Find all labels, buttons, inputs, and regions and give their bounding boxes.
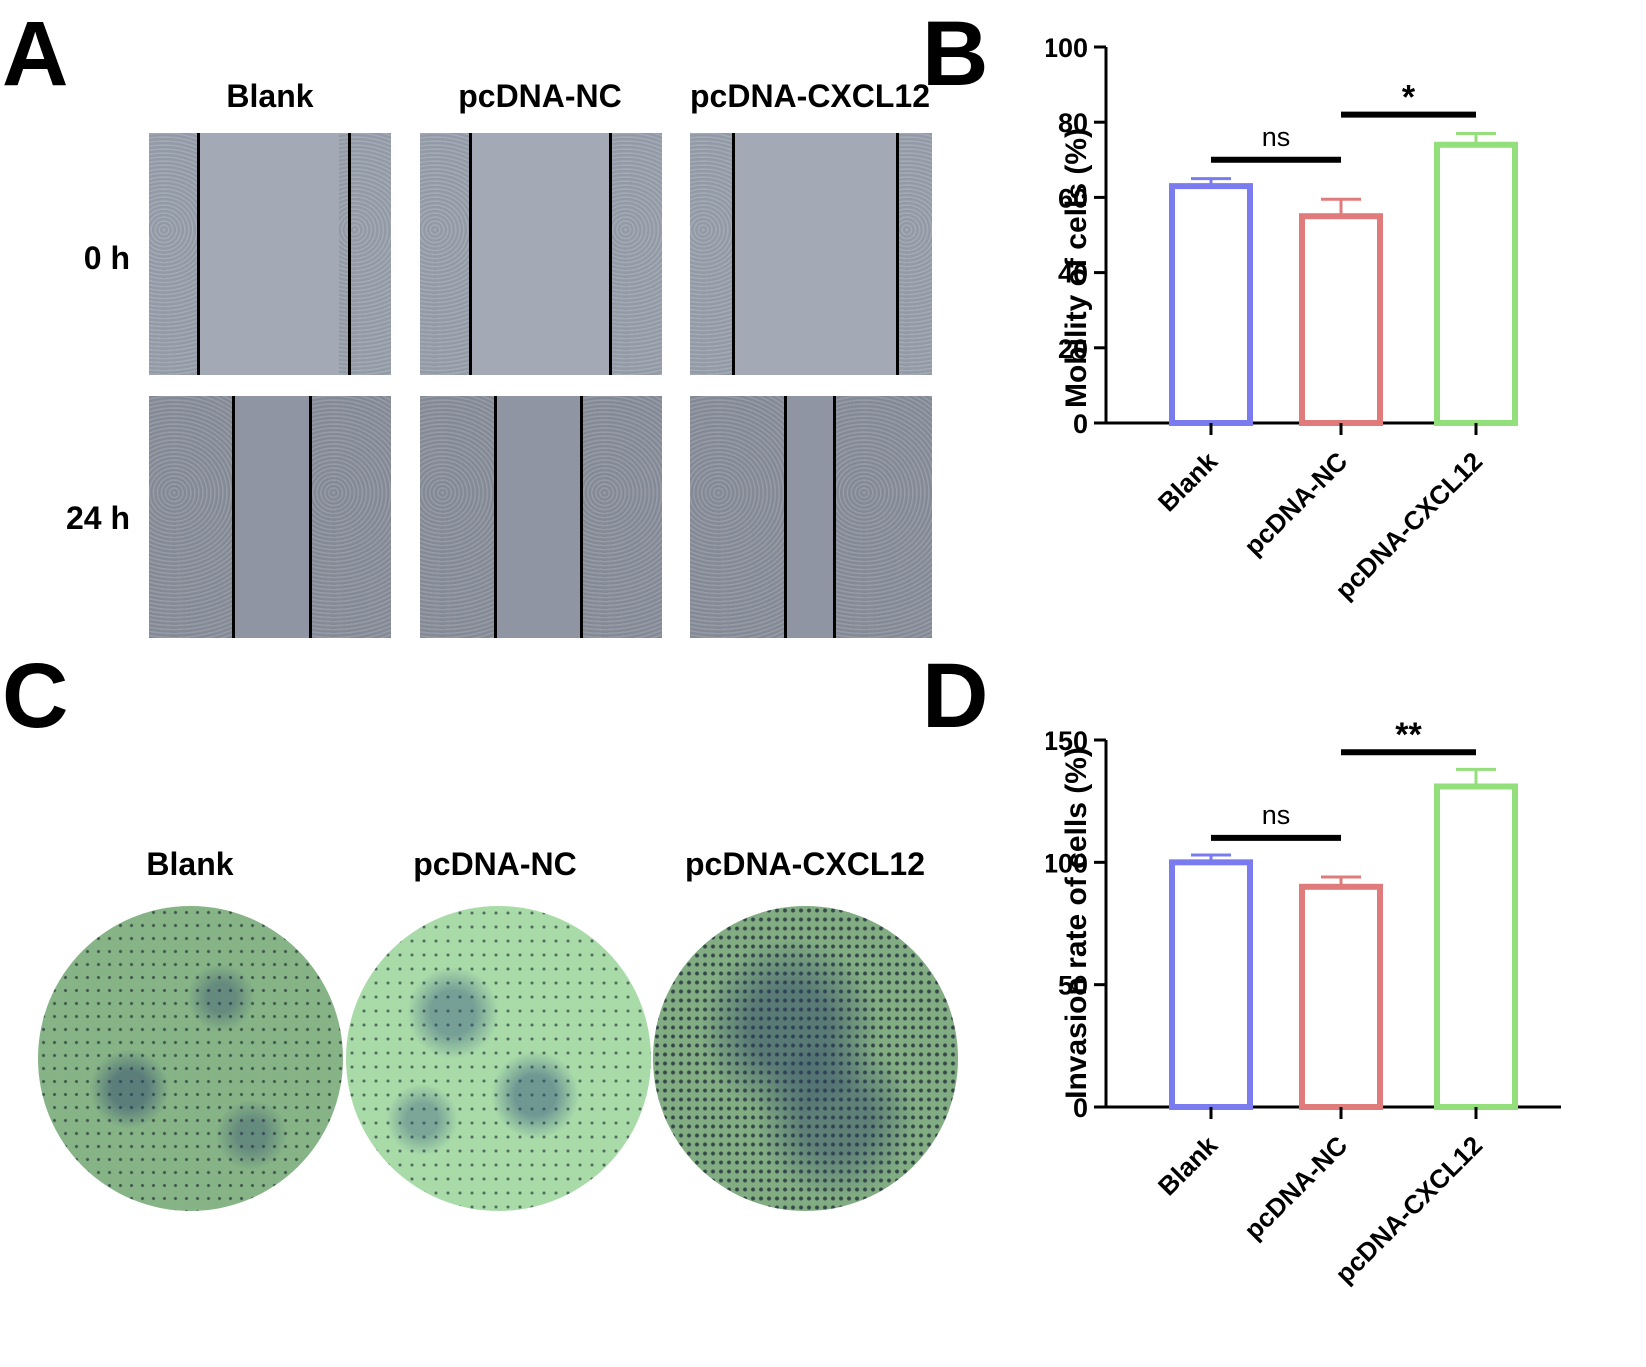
chart-d: Invasion rate of cells (%) 0 50 100 150 ns *…	[1046, 716, 1561, 1289]
panel-letter-b: B	[922, 3, 989, 105]
chart-b-ytick-label: 80	[1058, 108, 1088, 138]
chart-d-ylabel: Invasion rate of cells (%)	[1060, 747, 1093, 1099]
chart-b-ytick-label: 60	[1058, 183, 1088, 213]
chart-b-bar	[1434, 141, 1518, 426]
panel-a-column-label-blank: Blank	[226, 78, 314, 114]
wound-image-blank-0h	[149, 133, 391, 375]
panel-letter-c: C	[2, 645, 69, 747]
chart-d-xtick-label: pcDNA-NC	[1238, 1130, 1353, 1245]
chart-d-significance-label: ns	[1262, 800, 1291, 830]
panel-c-column-label-pcdna-nc: pcDNA-NC	[413, 846, 577, 882]
chart-b-significance-label: *	[1402, 79, 1416, 117]
chart-b-xtick-label: pcDNA-CXCL12	[1329, 446, 1488, 605]
panel-letter-a: A	[2, 3, 69, 105]
chart-b-ytick-label: 40	[1058, 259, 1088, 289]
chart-d-bar	[1299, 883, 1383, 1110]
wound-image-pcdna-cxcl12-0h	[690, 133, 932, 375]
wound-image-pcdna-nc-0h	[420, 133, 662, 375]
chart-b-xtick-label: pcDNA-NC	[1238, 446, 1353, 561]
transwell-image-pcdna-nc	[346, 906, 651, 1211]
chart-b-bar	[1299, 213, 1383, 426]
chart-b-ylabel: Mobility of cells (%)	[1060, 128, 1093, 408]
chart-b-ytick-label: 100	[1046, 33, 1088, 63]
chart-b-ytick-label: 20	[1058, 334, 1088, 364]
panel-a-column-label-pcdna-nc: pcDNA-NC	[458, 78, 622, 114]
chart-d-ytick-label: 150	[1046, 726, 1088, 756]
chart-d-ytick-label: 0	[1073, 1093, 1088, 1123]
chart-d-ytick-label: 50	[1058, 971, 1088, 1001]
chart-d-significance-label: **	[1395, 716, 1422, 754]
chart-d-bar	[1169, 859, 1253, 1110]
transwell-image-blank	[38, 906, 343, 1211]
chart-b-bar	[1169, 183, 1253, 426]
panel-a-row-label-0h: 0 h	[83, 240, 130, 276]
wound-image-blank-24h	[149, 396, 391, 638]
panel-a-row-label-24h: 24 h	[65, 500, 130, 536]
chart-d-xtick-label: pcDNA-CXCL12	[1329, 1130, 1488, 1289]
wound-image-pcdna-nc-24h	[420, 396, 662, 638]
panel-c-column-label-pcdna-cxcl12: pcDNA-CXCL12	[684, 846, 926, 882]
chart-d-xtick-label: Blank	[1152, 1130, 1224, 1202]
wound-image-pcdna-cxcl12-24h	[690, 396, 932, 638]
panel-letter-d: D	[922, 645, 989, 747]
chart-d-ytick-label: 100	[1046, 848, 1088, 878]
panel-c-column-label-blank: Blank	[146, 846, 234, 882]
chart-b-ytick-label: 0	[1073, 409, 1088, 439]
chart-b-xtick-label: Blank	[1152, 446, 1224, 518]
chart-d-bar	[1434, 783, 1518, 1110]
transwell-image-pcdna-cxcl12	[653, 906, 958, 1211]
chart-b: Mobility of cells (%) 0 20 40 60 80 100 ns * B…	[1046, 33, 1518, 605]
chart-b-significance-label: ns	[1262, 122, 1291, 152]
panel-a-column-label-pcdna-cxcl12: pcDNA-CXCL12	[689, 78, 931, 114]
